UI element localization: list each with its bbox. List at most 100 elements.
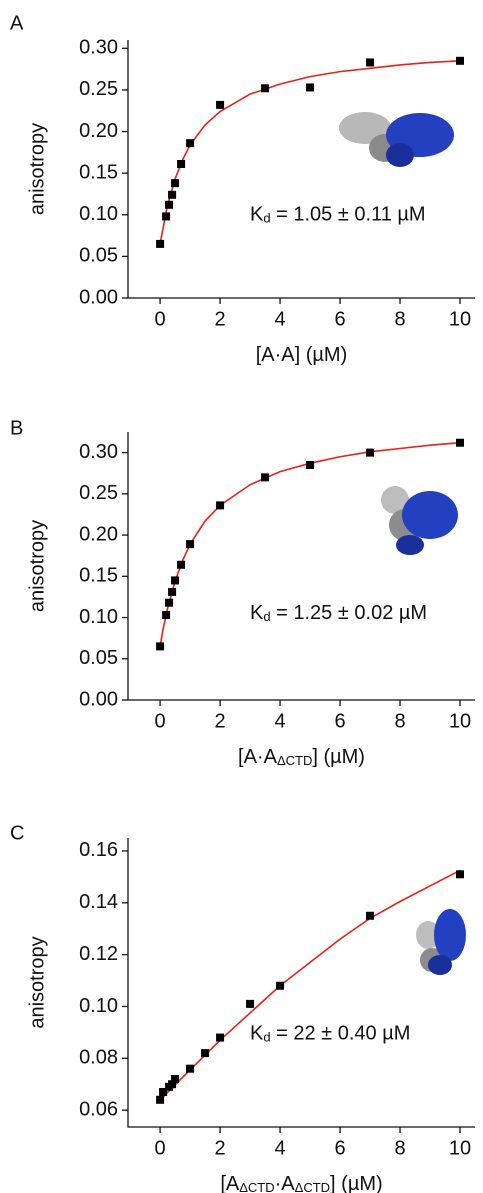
data-point	[216, 1033, 225, 1042]
subscript: ΔCTD	[277, 753, 312, 768]
data-point	[306, 83, 315, 92]
subscript: ΔCTD	[295, 1180, 330, 1193]
x-tick-label: 10	[449, 1137, 471, 1159]
protein-structure	[339, 112, 454, 167]
data-point	[168, 587, 177, 596]
label-part: ] (µM)	[312, 746, 365, 768]
y-tick-label: 0.06	[79, 1098, 118, 1120]
x-tick-label: 0	[155, 710, 166, 732]
label-part: [A·A] (µM)	[256, 344, 348, 366]
y-axis-label: anisotropy	[26, 936, 48, 1028]
data-point	[168, 1080, 177, 1089]
y-tick-label: 0.15	[79, 161, 118, 183]
x-tick-label: 8	[394, 1137, 405, 1159]
data-point	[261, 473, 270, 482]
data-point	[366, 911, 375, 920]
fit-curve	[159, 60, 461, 245]
kd-annotation: Kd = 22 ± 0.40 µM	[250, 1023, 410, 1045]
data-point	[456, 870, 465, 879]
x-tick-label: 8	[394, 710, 405, 732]
label-part: K	[250, 1023, 264, 1045]
data-point	[171, 576, 180, 585]
kd-annotation: Kd = 1.25 ± 0.02 µM	[250, 603, 427, 625]
x-tick-label: 10	[449, 308, 471, 330]
subscript: d	[263, 211, 270, 226]
y-tick-label: 0.20	[79, 120, 118, 142]
data-point	[201, 1049, 210, 1058]
x-tick-label: 4	[274, 1137, 285, 1159]
y-tick-label: 0.30	[79, 441, 118, 463]
label-part: [A	[220, 1173, 240, 1193]
y-tick-label: 0.00	[79, 688, 118, 710]
x-tick-label: 4	[274, 308, 285, 330]
x-tick-label: 2	[215, 308, 226, 330]
data-point	[162, 611, 171, 620]
protein-structure	[416, 909, 466, 975]
data-point	[165, 200, 174, 209]
data-point	[156, 1095, 165, 1104]
data-point	[171, 1075, 180, 1084]
x-tick-label: 2	[215, 1137, 226, 1159]
subscript: d	[263, 1030, 270, 1045]
data-point	[177, 160, 186, 169]
y-axis-label: anisotropy	[26, 520, 48, 612]
x-axis-label: [A·A] (µM)	[256, 344, 348, 366]
label-part: ] (µM)	[330, 1173, 383, 1193]
x-tick-label: 0	[155, 308, 166, 330]
label-part: = 1.05 ± 0.11 µM	[271, 204, 426, 226]
y-tick-label: 0.05	[79, 245, 118, 267]
data-point	[456, 438, 465, 447]
data-point	[162, 212, 171, 221]
panel-label: A	[10, 12, 24, 34]
data-point	[168, 190, 177, 199]
data-point	[171, 179, 180, 188]
y-tick-label: 0.08	[79, 1047, 118, 1069]
y-axis-label: anisotropy	[26, 123, 48, 215]
x-tick-label: 6	[334, 710, 345, 732]
subscript: d	[263, 610, 270, 625]
label-part: ·A	[275, 1173, 296, 1193]
subscript: ΔCTD	[239, 1180, 274, 1193]
data-point	[186, 540, 195, 549]
protein-structure	[381, 486, 458, 555]
y-tick-label: 0.12	[79, 943, 118, 965]
data-point	[306, 460, 315, 469]
y-tick-label: 0.10	[79, 606, 118, 628]
panel-label: B	[10, 417, 23, 439]
label-part: [A·A	[238, 746, 278, 768]
y-tick-label: 0.00	[79, 286, 118, 308]
x-tick-label: 6	[334, 1137, 345, 1159]
y-tick-label: 0.30	[79, 37, 118, 59]
x-tick-label: 8	[394, 308, 405, 330]
kd-annotation: Kd = 1.05 ± 0.11 µM	[250, 204, 426, 226]
data-point	[186, 139, 195, 148]
y-tick-label: 0.14	[79, 891, 118, 913]
y-tick-label: 0.25	[79, 482, 118, 504]
label-part: K	[250, 603, 264, 625]
x-axis-label: [A·AΔCTD] (µM)	[238, 746, 365, 768]
data-point	[177, 560, 186, 569]
data-point	[246, 999, 255, 1008]
data-point	[156, 239, 165, 248]
y-tick-label: 0.15	[79, 565, 118, 587]
data-point	[156, 642, 165, 651]
y-tick-label: 0.25	[79, 78, 118, 100]
data-point	[186, 1064, 195, 1073]
panel-label: C	[10, 822, 24, 844]
y-tick-label: 0.16	[79, 839, 118, 861]
data-point	[261, 84, 270, 93]
x-axis-label: [AΔCTD·AΔCTD] (µM)	[220, 1173, 382, 1193]
x-tick-label: 4	[274, 710, 285, 732]
axis-frame	[127, 838, 475, 1128]
data-point	[456, 56, 465, 65]
data-point	[276, 981, 285, 990]
label-part: K	[250, 204, 264, 226]
data-point	[216, 100, 225, 109]
x-tick-label: 10	[449, 710, 471, 732]
fit-curve	[159, 869, 461, 1101]
data-point	[165, 598, 174, 607]
label-part: = 1.25 ± 0.02 µM	[271, 603, 427, 625]
data-point	[159, 1088, 168, 1097]
x-tick-label: 6	[334, 308, 345, 330]
